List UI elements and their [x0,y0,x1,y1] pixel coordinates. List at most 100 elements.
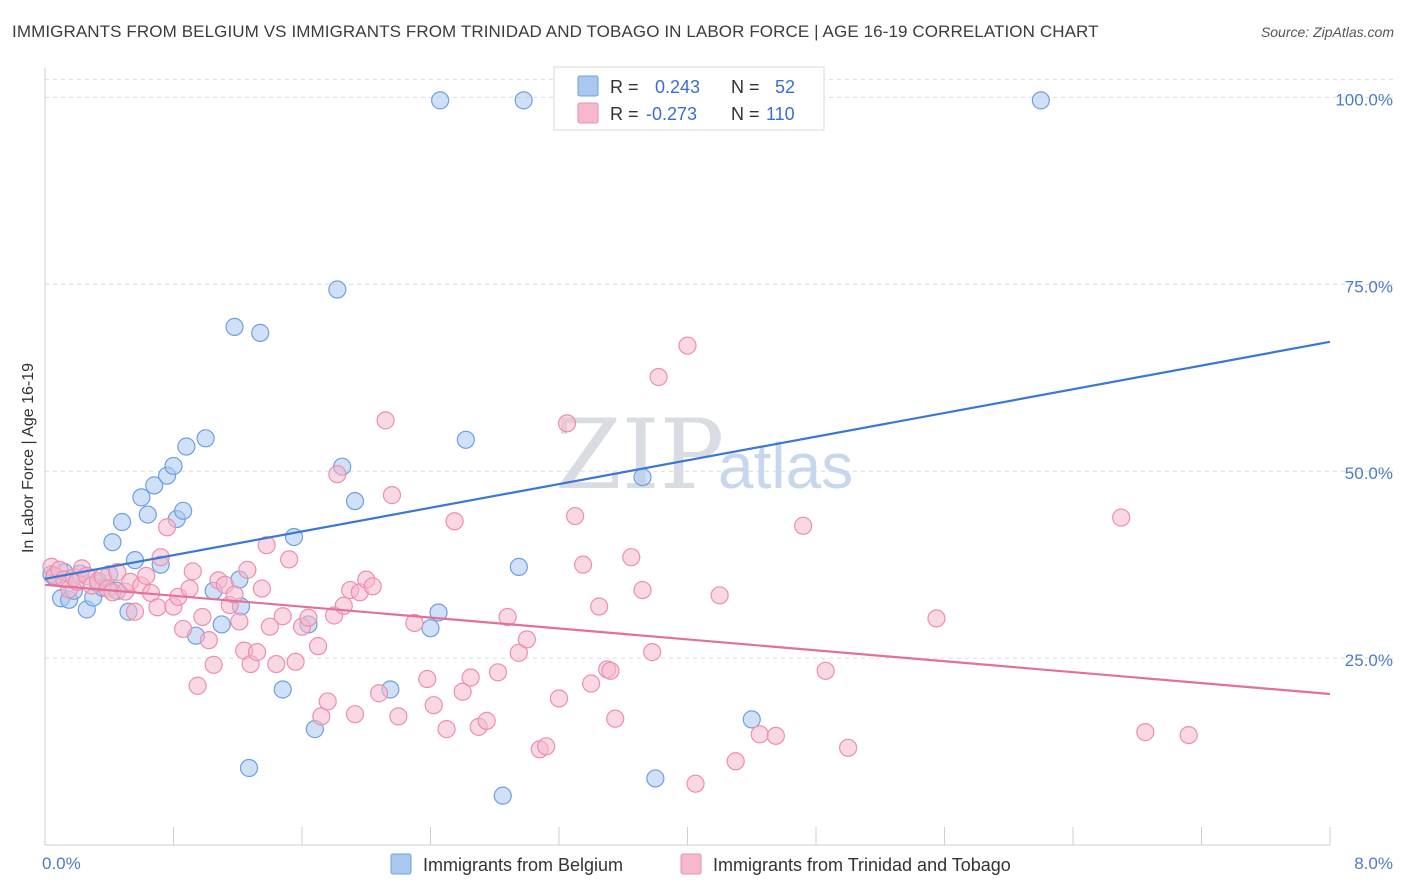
data-point [345,705,365,724]
legend-swatch-trinidad [577,102,599,124]
data-point [726,752,745,771]
data-point [1112,508,1131,527]
data-point [456,430,475,449]
data-point [273,607,292,626]
data-point [112,512,132,532]
data-point [328,280,347,299]
data-point [405,613,424,633]
data-point [565,506,585,526]
data-point [230,612,249,631]
data-point [177,437,196,456]
data-point [148,598,167,617]
data-point [212,615,231,634]
series-legend: Immigrants from Belgium Immigrants from … [390,853,1011,875]
data-point [514,91,533,110]
data-point [1179,725,1198,745]
data-point [370,684,389,703]
data-point [445,512,464,531]
data-point [601,661,620,680]
data-point [204,655,223,674]
data-point [312,707,331,726]
data-point [437,720,456,739]
data-point [328,465,347,484]
data-point [431,91,450,110]
data-point [633,468,652,487]
data-point [573,555,593,574]
legend-n-value-trinidad: 110 [766,104,795,124]
data-point [251,323,270,342]
data-point [498,607,517,627]
data-point [318,692,337,711]
trend-line [44,583,1331,696]
data-point [108,563,127,582]
data-point [183,562,202,581]
bottom-legend-swatch-belgium [390,853,412,875]
legend-r-label-trinidad: R = [610,104,639,124]
data-point [461,668,480,687]
data-point [247,643,267,662]
y-axis-label: In Labor Force | Age 16-19 [20,363,37,553]
data-point [389,707,408,726]
data-point [280,550,299,569]
data-point [582,674,601,693]
data-point [180,579,199,598]
data-point [421,619,440,638]
data-point [273,680,292,699]
data-point [260,617,279,636]
data-point [345,491,365,511]
watermark-zip: ZIP [555,399,724,511]
stats-legend: R = 0.243 N = 52 R = -0.273 N = 110 [553,66,825,131]
data-point [1031,91,1050,110]
x-tick-labels: 0.0% 8.0% [42,854,1393,873]
data-point [509,643,528,662]
data-point [174,619,193,639]
x-tick-label: 0.0% [42,854,81,873]
data-point [649,367,668,387]
data-point [1136,723,1155,742]
chart-title: IMMIGRANTS FROM BELGIUM VS IMMIGRANTS FR… [12,22,1099,41]
data-point [643,643,662,662]
data-point [193,607,212,627]
trend-lines [44,340,1331,696]
data-point [188,676,207,695]
data-point [927,609,946,628]
bottom-legend-label-belgium: Immigrants from Belgium [423,855,623,875]
data-point [363,577,382,596]
data-point [125,602,145,621]
y-tick-label: 100.0% [1335,90,1393,109]
data-point [557,414,577,433]
data-point [633,580,652,600]
bottom-legend-label-trinidad: Immigrants from Trinidad and Tobago [713,855,1011,875]
x-tick-label: 8.0% [1354,854,1393,873]
data-point [750,725,769,744]
data-point [382,486,402,505]
data-point [238,560,257,579]
data-point [199,631,218,650]
y-tick-label: 75.0% [1345,277,1393,296]
data-point [537,737,556,756]
legend-n-label-belgium: N = [731,77,760,97]
data-point [839,738,858,757]
data-point [137,566,156,585]
data-point [376,411,395,430]
data-point [286,652,305,671]
data-point [196,429,215,448]
stats-legend-box [553,66,825,131]
data-point [590,597,609,616]
legend-n-value-belgium: 52 [775,77,795,97]
y-tick-label: 50.0% [1345,464,1393,483]
legend-swatch-belgium [577,75,599,97]
data-point [646,769,665,788]
data-point [257,536,276,555]
trend-line [44,340,1331,580]
legend-r-value-belgium: 0.243 [655,77,700,97]
data-point [132,488,151,507]
watermark-atlas: atlas [718,430,853,502]
data-point [138,505,157,524]
data-point [549,689,569,708]
data-point [686,774,705,793]
source-note: Source: ZipAtlas.com [1260,24,1394,40]
data-point [164,456,183,476]
data-point [517,630,536,649]
